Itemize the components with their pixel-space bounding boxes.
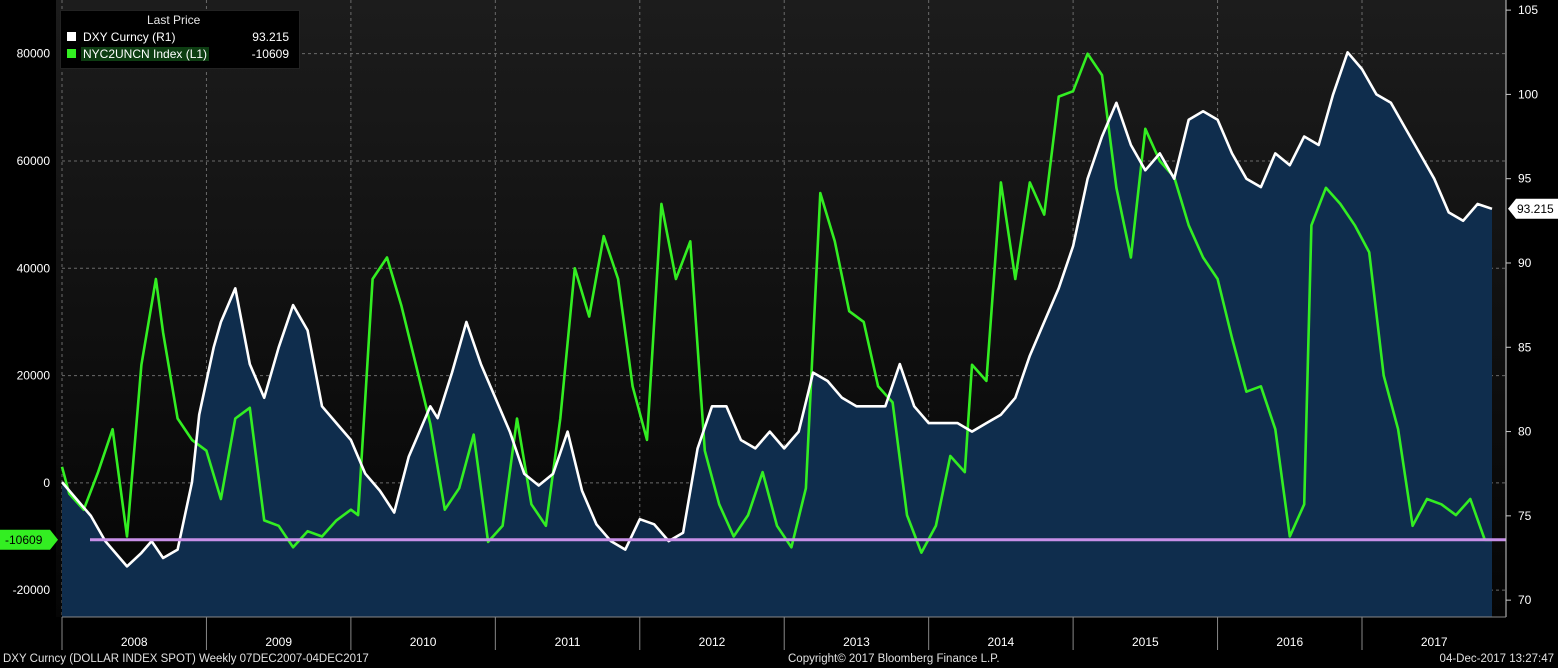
dxy-area-fill	[62, 52, 1492, 618]
x-tick-label: 2010	[410, 635, 437, 649]
x-axis: 2008 2009 2010 2011 2012 2013 2014 2015 2016 2017	[61, 616, 1506, 650]
x-tick-label: 2012	[699, 635, 726, 649]
footer-timestamp: 04-Dec-2017 13:27:47	[1439, 653, 1554, 665]
dxy-last-value-tag	[1508, 198, 1558, 219]
right-tick-label: 100	[1518, 87, 1538, 101]
x-tick-label: 2015	[1132, 635, 1159, 649]
footer-series-info: DXY Curncy (DOLLAR INDEX SPOT) Weekly 07…	[3, 653, 369, 665]
left-tick-label: 20000	[17, 369, 51, 383]
right-tick-label: 75	[1518, 509, 1532, 523]
legend-value-nyc2uncn: -10609	[251, 47, 289, 61]
nyc2uncn-series-line	[60, 52, 1492, 554]
x-tick-label: 2014	[988, 635, 1015, 649]
x-tick-label: 2008	[121, 635, 148, 649]
left-tick-label: 40000	[17, 261, 51, 275]
last-value-tags: -10609 93.215	[0, 198, 1558, 550]
left-tick-label: 80000	[17, 47, 51, 61]
x-tick-label: 2016	[1276, 635, 1303, 649]
nyc2uncn-last-value-tag-label: -10609	[5, 533, 43, 547]
nyc2uncn-last-value-tag	[0, 529, 58, 550]
dxy-last-value-tag-label: 93.215	[1517, 202, 1554, 216]
x-tick-label: 2013	[843, 635, 870, 649]
right-tick-label: 105	[1518, 3, 1538, 17]
right-axis: 70 75 80 85 90 95 100 105	[1505, 0, 1538, 617]
legend-title: Last Price	[147, 13, 201, 27]
right-tick-label: 80	[1518, 425, 1532, 439]
left-axis: -20000 0 20000 40000 60000 80000	[13, 47, 51, 598]
right-tick-label: 70	[1518, 593, 1532, 607]
dxy-series-line	[61, 51, 1493, 568]
right-tick-label: 90	[1518, 256, 1532, 270]
footer-copyright: Copyright© 2017 Bloomberg Finance L.P.	[788, 653, 1000, 665]
legend-swatch-nyc2uncn	[67, 49, 76, 58]
x-tick-label: 2009	[265, 635, 292, 649]
legend-label-nyc2uncn: NYC2UNCN Index (L1)	[81, 47, 210, 61]
footer: DXY Curncy (DOLLAR INDEX SPOT) Weekly 07…	[0, 652, 1558, 668]
right-tick-label: 85	[1518, 340, 1532, 354]
legend-value-dxy: 93.215	[252, 30, 289, 44]
left-tick-label: 0	[43, 476, 50, 490]
left-tick-label: -20000	[13, 583, 51, 597]
left-tick-label: 60000	[17, 154, 51, 168]
legend-label-dxy: DXY Curncy (R1)	[81, 30, 178, 44]
legend-swatch-dxy	[67, 32, 76, 41]
legend: Last Price DXY Curncy (R1) 93.215 NYC2UN…	[60, 10, 300, 69]
right-tick-label: 95	[1518, 172, 1532, 186]
legend-item-dxy: DXY Curncy (R1) 93.215	[67, 29, 293, 45]
legend-item-nyc2uncn: NYC2UNCN Index (L1) -10609	[67, 46, 293, 62]
x-tick-label: 2011	[555, 635, 581, 649]
x-tick-label: 2017	[1421, 635, 1448, 649]
